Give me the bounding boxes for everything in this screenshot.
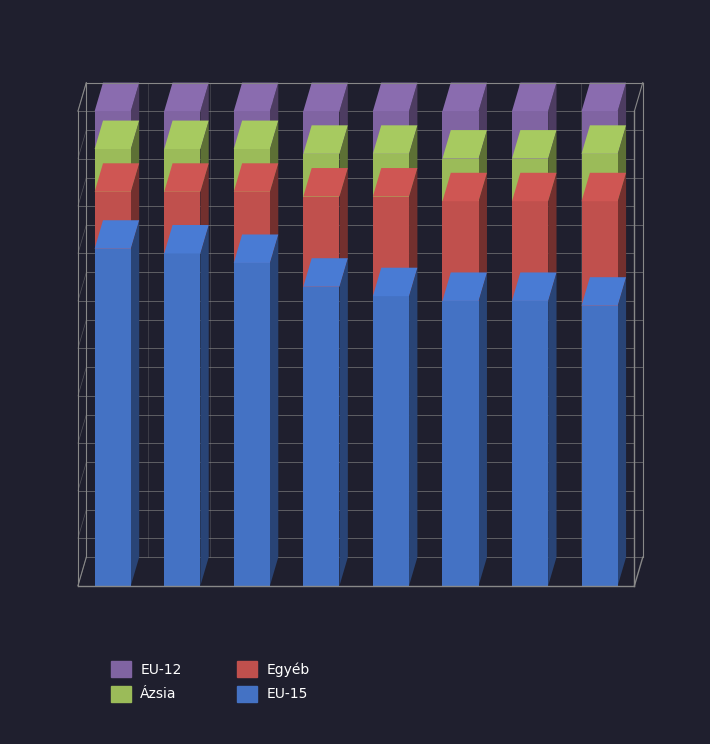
Polygon shape: [618, 125, 626, 202]
Polygon shape: [303, 154, 339, 196]
Polygon shape: [581, 278, 626, 306]
Polygon shape: [373, 196, 409, 296]
Polygon shape: [94, 220, 139, 248]
Polygon shape: [442, 272, 487, 301]
Polygon shape: [548, 272, 557, 586]
Polygon shape: [442, 202, 479, 301]
Polygon shape: [164, 225, 209, 254]
Polygon shape: [303, 258, 348, 286]
Polygon shape: [512, 111, 548, 158]
Polygon shape: [164, 121, 209, 149]
Polygon shape: [512, 158, 548, 202]
Polygon shape: [618, 83, 626, 154]
Polygon shape: [200, 225, 209, 586]
Polygon shape: [234, 163, 278, 192]
Polygon shape: [234, 263, 270, 586]
Polygon shape: [164, 254, 200, 586]
Polygon shape: [339, 125, 348, 196]
Polygon shape: [270, 121, 278, 192]
Polygon shape: [373, 83, 417, 111]
Polygon shape: [409, 125, 417, 196]
Polygon shape: [548, 130, 557, 202]
Polygon shape: [234, 192, 270, 263]
Polygon shape: [164, 111, 200, 149]
Polygon shape: [512, 272, 557, 301]
Polygon shape: [479, 272, 487, 586]
Polygon shape: [548, 83, 557, 158]
Polygon shape: [94, 83, 139, 111]
Polygon shape: [94, 192, 131, 248]
Polygon shape: [442, 301, 479, 586]
Polygon shape: [479, 173, 487, 301]
Polygon shape: [303, 125, 348, 154]
Polygon shape: [200, 121, 209, 192]
Polygon shape: [581, 111, 618, 154]
Polygon shape: [581, 125, 626, 154]
Polygon shape: [164, 149, 200, 192]
Polygon shape: [303, 83, 348, 111]
Polygon shape: [373, 154, 409, 196]
Polygon shape: [512, 130, 557, 158]
Polygon shape: [442, 158, 479, 202]
Polygon shape: [618, 278, 626, 586]
Polygon shape: [131, 121, 139, 192]
Polygon shape: [512, 301, 548, 586]
Polygon shape: [131, 163, 139, 248]
Polygon shape: [548, 173, 557, 301]
Polygon shape: [442, 130, 487, 158]
Polygon shape: [164, 163, 209, 192]
Polygon shape: [581, 306, 618, 586]
Polygon shape: [409, 268, 417, 586]
Polygon shape: [94, 248, 131, 586]
Polygon shape: [234, 83, 278, 111]
Polygon shape: [234, 121, 278, 149]
Polygon shape: [131, 83, 139, 149]
Polygon shape: [164, 192, 200, 254]
Polygon shape: [512, 202, 548, 301]
Polygon shape: [303, 286, 339, 586]
Polygon shape: [234, 234, 278, 263]
Polygon shape: [618, 173, 626, 306]
Polygon shape: [339, 168, 348, 286]
Polygon shape: [234, 111, 270, 149]
Polygon shape: [373, 168, 417, 196]
Polygon shape: [581, 154, 618, 202]
Polygon shape: [270, 83, 278, 149]
Polygon shape: [200, 163, 209, 254]
Polygon shape: [94, 111, 131, 149]
Polygon shape: [442, 173, 487, 202]
Polygon shape: [512, 173, 557, 202]
Polygon shape: [94, 163, 139, 192]
Polygon shape: [373, 268, 417, 296]
Polygon shape: [303, 111, 339, 154]
Polygon shape: [270, 234, 278, 586]
Polygon shape: [200, 83, 209, 149]
Polygon shape: [479, 130, 487, 202]
Polygon shape: [131, 220, 139, 586]
Polygon shape: [94, 121, 139, 149]
Polygon shape: [581, 83, 626, 111]
Polygon shape: [234, 149, 270, 192]
Polygon shape: [409, 83, 417, 154]
Polygon shape: [373, 296, 409, 586]
Polygon shape: [581, 173, 626, 202]
Polygon shape: [581, 202, 618, 306]
Polygon shape: [339, 258, 348, 586]
Polygon shape: [373, 111, 409, 154]
Polygon shape: [442, 111, 479, 158]
Polygon shape: [339, 83, 348, 154]
Polygon shape: [442, 83, 487, 111]
Polygon shape: [303, 168, 348, 196]
Polygon shape: [409, 168, 417, 296]
Polygon shape: [94, 149, 131, 192]
Polygon shape: [479, 83, 487, 158]
Polygon shape: [303, 196, 339, 286]
Polygon shape: [373, 125, 417, 154]
Polygon shape: [270, 163, 278, 263]
Legend: EU-12, Ázsia, Egyéb, EU-15: EU-12, Ázsia, Egyéb, EU-15: [107, 657, 314, 706]
Polygon shape: [164, 83, 209, 111]
Polygon shape: [512, 83, 557, 111]
